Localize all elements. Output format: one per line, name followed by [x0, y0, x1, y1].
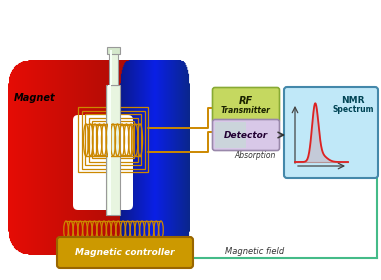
Bar	[110, 50, 112, 85]
Text: Magnet: Magnet	[14, 93, 56, 103]
Text: NMR: NMR	[341, 95, 365, 104]
Text: Detector: Detector	[224, 130, 268, 139]
FancyBboxPatch shape	[213, 88, 280, 123]
Text: RF: RF	[239, 96, 253, 106]
Bar	[85, 114, 141, 165]
FancyBboxPatch shape	[213, 120, 280, 151]
FancyBboxPatch shape	[73, 115, 133, 210]
Bar	[78, 120, 128, 205]
FancyBboxPatch shape	[57, 237, 193, 268]
Bar	[106, 85, 120, 215]
Bar	[78, 107, 148, 172]
FancyBboxPatch shape	[284, 87, 378, 178]
Bar	[96, 125, 131, 155]
Bar	[89, 118, 138, 162]
Text: Transmitter: Transmitter	[221, 106, 271, 115]
Text: Spectrum: Spectrum	[332, 104, 374, 113]
Bar	[107, 47, 120, 54]
Text: Absorption: Absorption	[234, 151, 276, 160]
Text: Magnetic field: Magnetic field	[226, 248, 285, 256]
Bar	[108, 85, 111, 215]
Bar	[82, 111, 145, 169]
Bar	[92, 121, 134, 158]
FancyBboxPatch shape	[215, 122, 246, 148]
Bar	[109, 50, 118, 85]
Text: Magnetic controller: Magnetic controller	[75, 248, 175, 257]
